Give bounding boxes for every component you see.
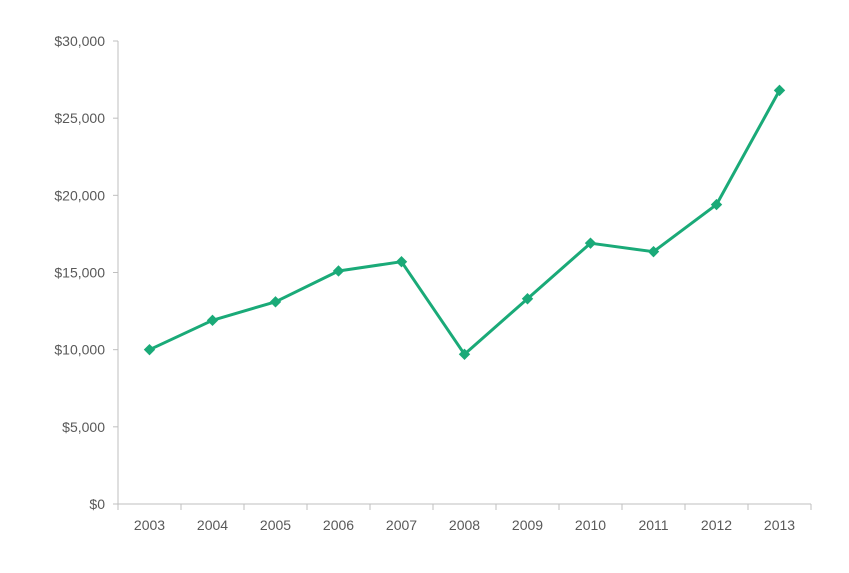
x-tick-label: 2013 [764,517,795,533]
data-point-marker [206,314,219,327]
series-line [148,88,781,356]
x-tick-label: 2008 [449,517,480,533]
data-point-marker [458,348,471,361]
y-tick-label: $25,000 [54,110,105,126]
x-tick-label: 2005 [260,517,291,533]
x-tick-label: 2003 [134,517,165,533]
y-tick-label: $20,000 [54,187,105,203]
data-point-marker [710,198,723,211]
x-tick-label: 2012 [701,517,732,533]
y-tick-label: $15,000 [54,265,105,281]
plot-area [143,84,786,361]
y-tick-label: $0 [89,496,105,512]
x-tick-label: 2009 [512,517,543,533]
y-tick-label: $10,000 [54,342,105,358]
x-axis: 2003 2004 2005 2006 2007 2008 2009 2010 2011 2012… [117,503,812,533]
y-axis: $0 $5,000 $10,000 $15,000 $20,000 $25,000 $30,… [54,33,119,512]
x-tick-label: 2007 [386,517,417,533]
x-tick-label: 2006 [323,517,354,533]
data-point-marker [773,84,786,97]
data-point-marker [521,293,534,305]
x-tick-label: 2011 [638,517,668,533]
y-tick-label: $30,000 [54,33,105,49]
x-tick-label: 2004 [197,517,228,533]
data-point-marker [395,255,408,268]
data-point-marker [332,265,345,277]
y-tick-label: $5,000 [62,419,105,435]
data-point-marker [143,343,156,356]
data-point-marker [584,237,597,249]
data-point-marker [647,245,660,258]
data-point-marker [269,296,282,308]
x-tick-label: 2010 [575,517,606,533]
